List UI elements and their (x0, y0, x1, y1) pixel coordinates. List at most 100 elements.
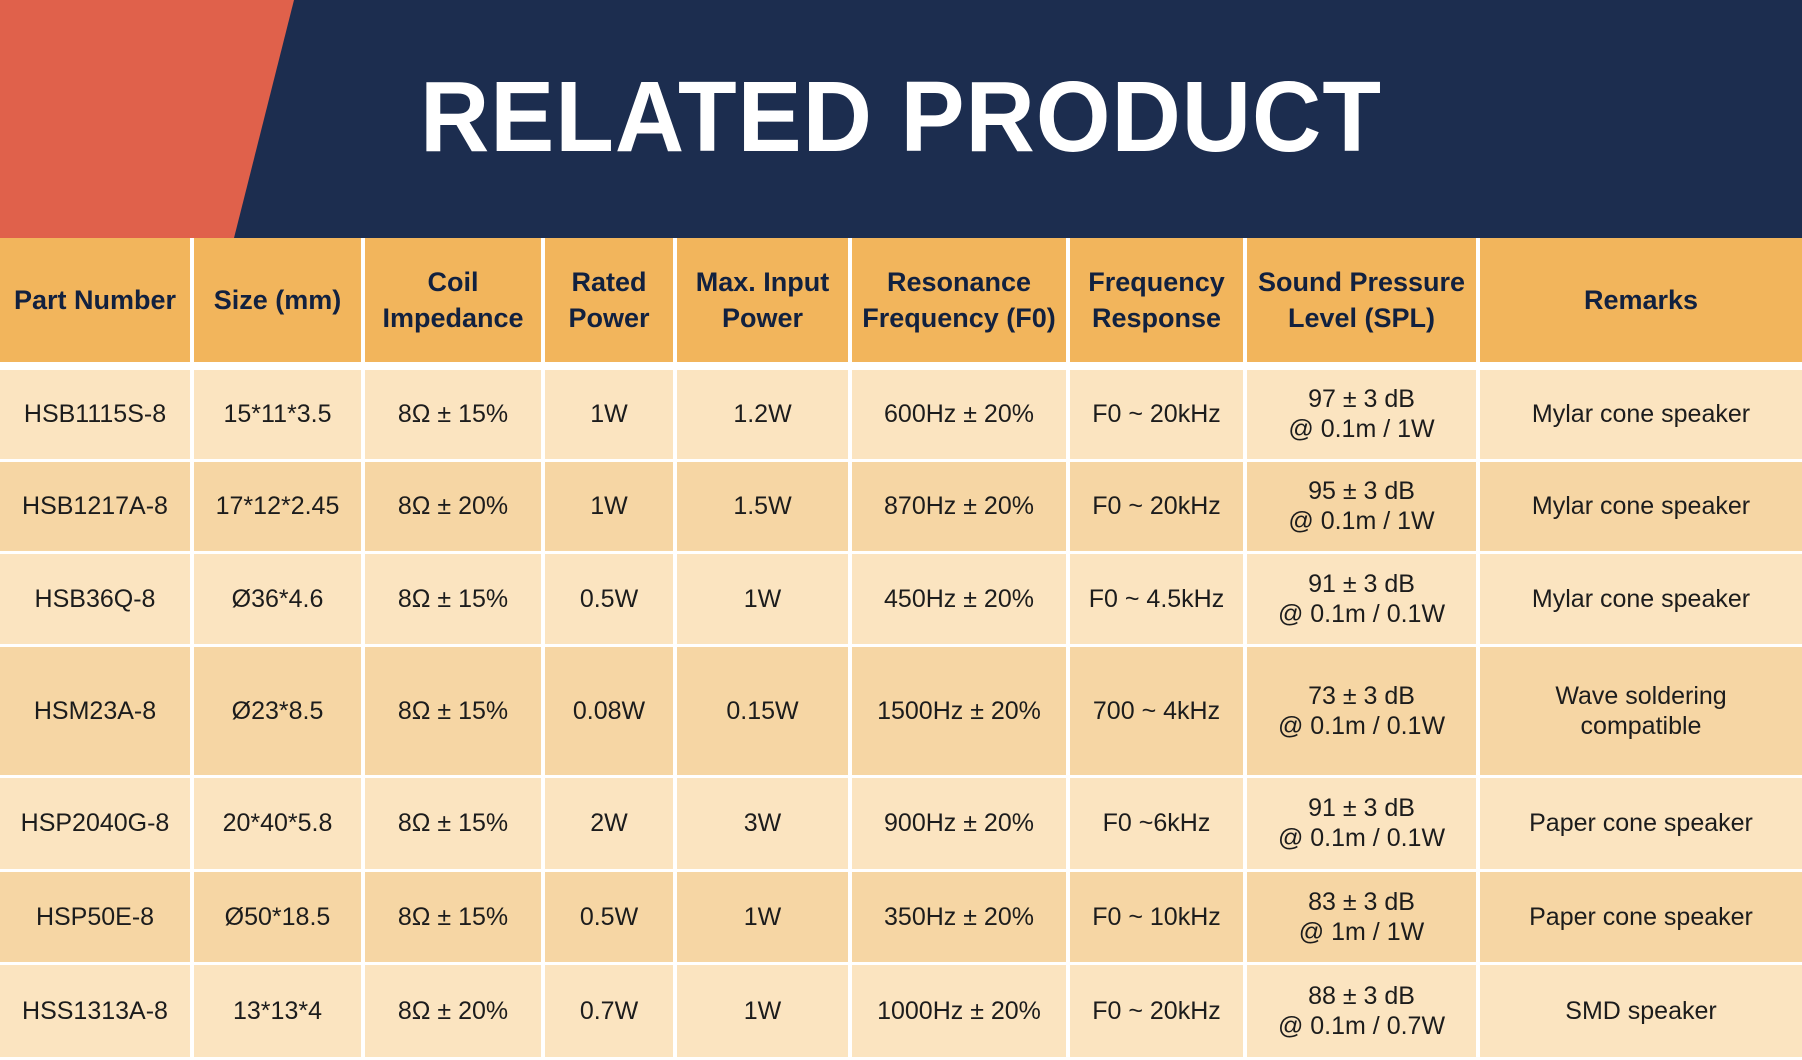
resonance-frequency-cell: 450Hz ± 20% (850, 552, 1070, 647)
spl-cell: 91 ± 3 dB @ 0.1m / 0.1W (1245, 552, 1480, 647)
column-header-rated-power: Rated Power (543, 238, 677, 370)
spl-cell: 73 ± 3 dB @ 0.1m / 0.1W (1245, 645, 1480, 778)
spl-cell-line: 88 ± 3 dB (1308, 981, 1415, 1010)
remarks-cell-line: Mylar cone speaker (1531, 584, 1751, 613)
page-title: RELATED PRODUCT (420, 61, 1382, 173)
remarks-cell: Mylar cone speaker (1478, 366, 1802, 462)
spl-cell: 83 ± 3 dB @ 1m / 1W (1245, 870, 1480, 965)
rated-power-cell: 0.7W (543, 963, 677, 1060)
spl-cell-line: @ 0.1m / 0.1W (1277, 599, 1446, 628)
spl-cell-line: @ 0.1m / 1W (1288, 507, 1435, 535)
part-number-cell: HSS1313A-8 (0, 963, 194, 1060)
column-header-line: Impedance (382, 303, 524, 333)
accent-shape (0, 0, 294, 238)
max-input-power-cell: 1W (675, 552, 852, 647)
resonance-frequency-cell: 1000Hz ± 20% (850, 963, 1070, 1060)
column-header-line: Power (721, 303, 804, 333)
spl-cell-line: 91 ± 3 dB (1308, 569, 1415, 598)
column-header-resonance-frequency: Resonance Frequency (F0) (850, 238, 1070, 370)
spl-cell-line: @ 0.1m / 0.1W (1277, 711, 1446, 740)
resonance-frequency-cell: 1500Hz ± 20% (850, 645, 1070, 778)
part-number-cell: HSM23A-8 (0, 645, 194, 778)
header-banner: RELATED PRODUCT (0, 0, 1802, 238)
table-row: HSM23A-8 Ø23*8.5 8Ω ± 15% 0.08W 0.15W 1500Hz … (0, 645, 1802, 778)
column-header-coil-impedance: Coil Impedance (363, 238, 545, 370)
rated-power-cell: 2W (543, 776, 677, 872)
remarks-cell-line: Paper cone speaker (1529, 809, 1753, 837)
column-header-line: Sound Pressure (1257, 267, 1466, 297)
table-row: HSP2040G-8 20*40*5.8 8Ω ± 15% 2W 3W 900Hz ± 2… (0, 776, 1802, 872)
remarks-cell: SMD speaker (1478, 963, 1802, 1060)
frequency-response-cell: 700 ~ 4kHz (1068, 645, 1247, 778)
size-cell: Ø50*18.5 (192, 870, 365, 965)
column-header-line: Power (568, 303, 650, 333)
size-cell: Ø36*4.6 (192, 552, 365, 647)
max-input-power-cell: 3W (675, 776, 852, 872)
spl-cell-line: @ 1m / 1W (1298, 917, 1425, 946)
column-header-line: Rated (571, 267, 647, 297)
spl-cell: 97 ± 3 dB @ 0.1m / 1W (1245, 366, 1480, 462)
remarks-cell-line: SMD speaker (1565, 996, 1717, 1025)
resonance-frequency-cell: 600Hz ± 20% (850, 366, 1070, 462)
rated-power-cell: 0.5W (543, 552, 677, 647)
frequency-response-cell: F0 ~6kHz (1068, 776, 1247, 872)
frequency-response-cell: F0 ~ 20kHz (1068, 366, 1247, 462)
column-header-line: Resonance (886, 267, 1032, 297)
remarks-cell: Paper cone speaker (1478, 776, 1802, 872)
rated-power-cell: 1W (543, 366, 677, 462)
column-header-spl: Sound Pressure Level (SPL) (1245, 238, 1480, 370)
spl-cell-line: 91 ± 3 dB (1308, 794, 1415, 822)
product-spec-table: Part Number Size (mm) Coil Impedance Rate… (0, 238, 1802, 1060)
column-header-frequency-response: Frequency Response (1068, 238, 1247, 370)
max-input-power-cell: 0.15W (675, 645, 852, 778)
remarks-cell: Mylar cone speaker (1478, 460, 1802, 554)
coil-impedance-cell: 8Ω ± 15% (363, 552, 545, 647)
spl-cell-line: 97 ± 3 dB (1308, 385, 1415, 414)
column-header-max-input-power: Max. Input Power (675, 238, 852, 370)
column-header-line: Level (SPL) (1287, 303, 1436, 333)
size-cell: 20*40*5.8 (192, 776, 365, 872)
rated-power-cell: 0.5W (543, 870, 677, 965)
coil-impedance-cell: 8Ω ± 20% (363, 460, 545, 554)
resonance-frequency-cell: 900Hz ± 20% (850, 776, 1070, 872)
resonance-frequency-cell: 350Hz ± 20% (850, 870, 1070, 965)
column-header-line: Max. Input (695, 267, 830, 297)
part-number-cell: HSP50E-8 (0, 870, 194, 965)
max-input-power-cell: 1W (675, 963, 852, 1060)
column-header-line: Part Number (13, 285, 177, 315)
remarks-cell-line: Paper cone speaker (1529, 902, 1753, 931)
resonance-frequency-cell: 870Hz ± 20% (850, 460, 1070, 554)
frequency-response-cell: F0 ~ 20kHz (1068, 963, 1247, 1060)
part-number-cell: HSB1115S-8 (0, 366, 194, 462)
coil-impedance-cell: 8Ω ± 15% (363, 366, 545, 462)
product-table-container: Part Number Size (mm) Coil Impedance Rate… (0, 238, 1802, 1060)
column-header-line: Coil (427, 267, 479, 297)
part-number-cell: HSB1217A-8 (0, 460, 194, 554)
table-row: HSB1217A-8 17*12*2.45 8Ω ± 20% 1W 1.5W 870Hz … (0, 460, 1802, 554)
size-cell: 13*13*4 (192, 963, 365, 1060)
rated-power-cell: 0.08W (543, 645, 677, 778)
max-input-power-cell: 1.5W (675, 460, 852, 554)
coil-impedance-cell: 8Ω ± 15% (363, 645, 545, 778)
spl-cell: 95 ± 3 dB @ 0.1m / 1W (1245, 460, 1480, 554)
spl-cell: 91 ± 3 dB @ 0.1m / 0.1W (1245, 776, 1480, 872)
remarks-cell-line: Wave soldering (1555, 681, 1727, 710)
remarks-cell: Paper cone speaker (1478, 870, 1802, 965)
remarks-cell: Wave soldering compatible (1478, 645, 1802, 778)
spl-cell-line: @ 0.1m / 0.7W (1277, 1011, 1446, 1040)
remarks-cell-line: Mylar cone speaker (1531, 492, 1751, 520)
rated-power-cell: 1W (543, 460, 677, 554)
spl-cell-line: 73 ± 3 dB (1308, 681, 1415, 710)
spl-cell: 88 ± 3 dB @ 0.1m / 0.7W (1245, 963, 1480, 1060)
spl-cell-line: @ 0.1m / 1W (1288, 415, 1435, 444)
frequency-response-cell: F0 ~ 4.5kHz (1068, 552, 1247, 647)
coil-impedance-cell: 8Ω ± 15% (363, 776, 545, 872)
table-row: HSP50E-8 Ø50*18.5 8Ω ± 15% 0.5W 1W 350Hz ± 20… (0, 870, 1802, 965)
spl-cell-line: 95 ± 3 dB (1308, 477, 1415, 505)
table-row: HSB1115S-8 15*11*3.5 8Ω ± 15% 1W 1.2W 600Hz ±… (0, 366, 1802, 462)
remarks-cell-line: Mylar cone speaker (1531, 400, 1751, 429)
column-header-line: Response (1091, 303, 1222, 333)
table-row: HSB36Q-8 Ø36*4.6 8Ω ± 15% 0.5W 1W 450Hz ± 20%… (0, 552, 1802, 647)
part-number-cell: HSB36Q-8 (0, 552, 194, 647)
size-cell: Ø23*8.5 (192, 645, 365, 778)
